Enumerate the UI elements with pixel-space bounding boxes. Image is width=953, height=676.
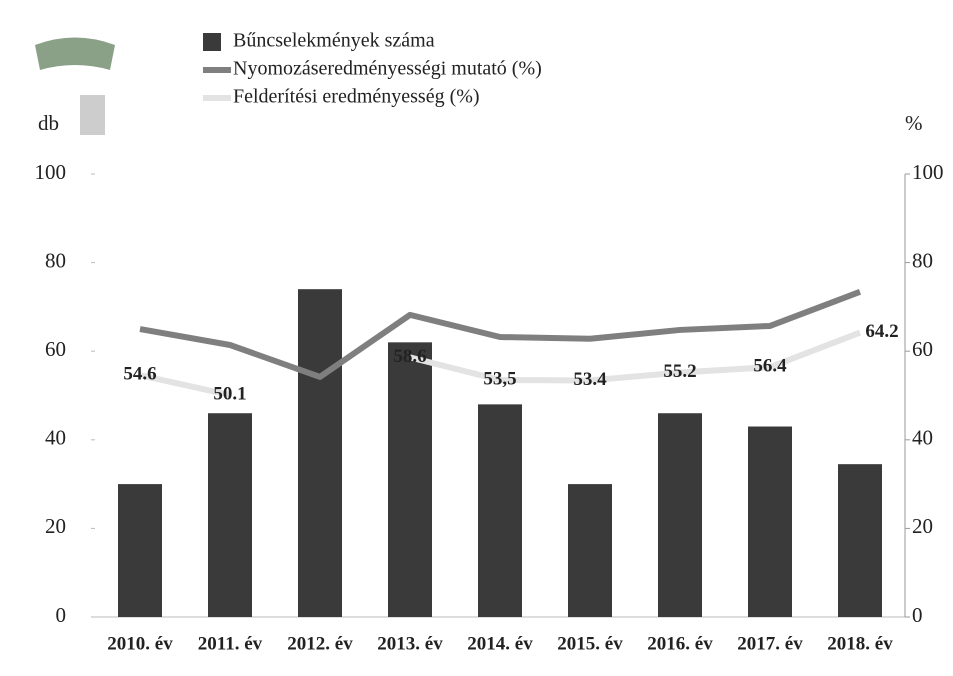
data-label: 55.2 bbox=[663, 361, 696, 382]
y2-tick-label: 60 bbox=[912, 337, 933, 361]
y-tick-label: 80 bbox=[45, 248, 66, 272]
bar bbox=[568, 484, 612, 617]
legend-label: Nyomozáseredményességi mutató (%) bbox=[233, 58, 542, 80]
y2-tick-label: 0 bbox=[912, 603, 923, 627]
bar bbox=[478, 404, 522, 617]
data-label: 56.4 bbox=[753, 356, 787, 377]
data-label: 64.2 bbox=[865, 321, 898, 342]
x-tick-label: 2017. év bbox=[737, 633, 803, 654]
y-tick-label: 40 bbox=[45, 426, 66, 450]
y2-axis-title: % bbox=[905, 111, 923, 135]
y-tick-label: 20 bbox=[45, 514, 66, 538]
bar bbox=[838, 464, 882, 617]
legend-swatch bbox=[203, 33, 221, 51]
y-tick-label: 0 bbox=[56, 603, 67, 627]
x-tick-label: 2014. év bbox=[467, 633, 533, 654]
bar bbox=[118, 484, 162, 617]
data-label: 58.6 bbox=[393, 346, 426, 367]
y-tick-label: 100 bbox=[35, 160, 67, 184]
y-axis-title: db bbox=[38, 111, 59, 135]
legend-label: Bűncselekmények száma bbox=[233, 30, 435, 52]
legend-label: Felderítési eredményesség (%) bbox=[233, 86, 480, 108]
x-tick-label: 2015. év bbox=[557, 633, 623, 654]
data-label: 53,5 bbox=[483, 368, 516, 389]
bar bbox=[298, 289, 342, 617]
x-tick-label: 2010. év bbox=[107, 633, 173, 654]
y2-tick-label: 100 bbox=[912, 160, 944, 184]
legend-swatch bbox=[203, 67, 231, 73]
data-label: 50.1 bbox=[213, 383, 246, 404]
chart: db % 0 20 40 60 80 100 0 20 40 60 80 100 2010. év 201… bbox=[0, 0, 953, 676]
x-tick-label: 2011. év bbox=[198, 633, 263, 654]
data-label: 54.6 bbox=[123, 363, 156, 384]
x-tick-label: 2016. év bbox=[647, 633, 713, 654]
data-label: 53.4 bbox=[573, 369, 607, 390]
x-tick-label: 2012. év bbox=[287, 633, 353, 654]
x-tick-label: 2018. év bbox=[827, 633, 893, 654]
legend-swatch bbox=[203, 95, 231, 101]
bar bbox=[748, 427, 792, 617]
y-tick-label: 60 bbox=[45, 337, 66, 361]
y2-tick-label: 40 bbox=[912, 426, 933, 450]
bar bbox=[658, 413, 702, 617]
y2-tick-label: 80 bbox=[912, 248, 933, 272]
y2-tick-label: 20 bbox=[912, 514, 933, 538]
x-tick-label: 2013. év bbox=[377, 633, 443, 654]
bar bbox=[388, 342, 432, 617]
bar bbox=[208, 413, 252, 617]
